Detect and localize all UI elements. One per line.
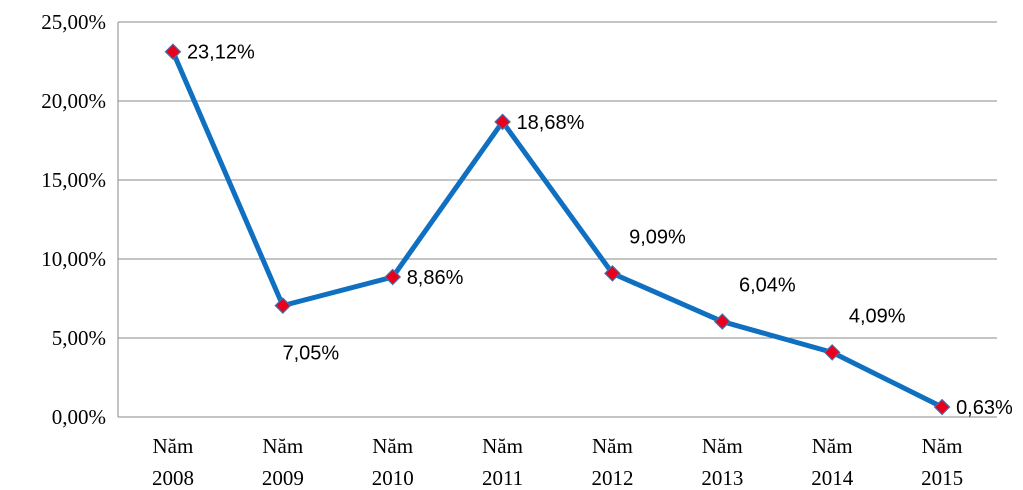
- x-tick-label-prefix: Năm: [482, 434, 523, 458]
- y-axis-tick-labels: 0,00% 5,00% 10,00% 15,00% 20,00% 25,00%: [41, 10, 106, 429]
- x-tick-label-prefix: Năm: [702, 434, 743, 458]
- data-labels: 23,12% 7,05% 8,86% 18,68% 9,09% 6,04% 4,09% 0,6…: [187, 42, 1013, 419]
- y-tick-label: 20,00%: [41, 89, 106, 113]
- x-tick-label-year: 2013: [701, 466, 743, 490]
- data-label: 6,04%: [739, 275, 796, 297]
- x-axis-tick-labels: Năm 2008 Năm 2009 Năm 2010 Năm 2011 Năm 2012 Năm 20…: [152, 434, 963, 490]
- data-label: 23,12%: [187, 42, 255, 64]
- series-line: [170, 49, 945, 410]
- x-tick-label-year: 2012: [591, 466, 633, 490]
- data-point: [384, 268, 402, 286]
- x-tick-label-prefix: Năm: [592, 434, 633, 458]
- y-tick-label: 5,00%: [52, 326, 106, 350]
- data-label: 0,63%: [956, 397, 1013, 419]
- x-tick-label: Năm 2014: [811, 434, 854, 490]
- x-tick-label-year: 2014: [811, 466, 854, 490]
- y-tick-label: 15,00%: [41, 168, 106, 192]
- data-label: 9,09%: [629, 226, 686, 248]
- data-point: [274, 297, 292, 314]
- data-label: 18,68%: [517, 112, 585, 134]
- y-tick-label: 0,00%: [52, 405, 106, 429]
- data-markers: [164, 43, 951, 416]
- x-tick-label-year: 2015: [921, 466, 963, 490]
- x-tick-label: Năm 2013: [701, 434, 743, 490]
- x-tick-label-prefix: Năm: [262, 434, 303, 458]
- data-point: [164, 43, 182, 61]
- x-tick-label-year: 2011: [482, 466, 523, 490]
- data-label: 4,09%: [849, 305, 906, 327]
- x-tick-label-prefix: Năm: [372, 434, 413, 458]
- data-point: [713, 313, 731, 330]
- x-tick-label: Năm 2011: [482, 434, 523, 490]
- gridlines: [118, 21, 997, 339]
- y-tick-label: 10,00%: [41, 247, 106, 271]
- data-point: [604, 265, 621, 282]
- x-tick-label-prefix: Năm: [922, 434, 963, 458]
- x-tick-label-prefix: Năm: [153, 434, 194, 458]
- data-point: [494, 113, 511, 131]
- x-tick-label-year: 2009: [262, 466, 304, 490]
- x-tick-label: Năm 2012: [591, 434, 633, 490]
- data-label: 8,86%: [407, 267, 464, 289]
- x-tick-label-prefix: Năm: [812, 434, 853, 458]
- axes: [117, 22, 997, 418]
- data-point: [933, 398, 951, 416]
- x-tick-label: Năm 2010: [372, 434, 414, 490]
- data-point: [823, 344, 841, 361]
- x-tick-label: Năm 2008: [152, 434, 194, 490]
- x-tick-label: Năm 2009: [262, 434, 304, 490]
- y-tick-label: 25,00%: [41, 10, 106, 34]
- x-tick-label: Năm 2015: [921, 434, 963, 490]
- data-label: 7,05%: [282, 343, 339, 365]
- x-tick-label-year: 2010: [372, 466, 414, 490]
- series: [170, 49, 945, 410]
- x-tick-label-year: 2008: [152, 466, 194, 490]
